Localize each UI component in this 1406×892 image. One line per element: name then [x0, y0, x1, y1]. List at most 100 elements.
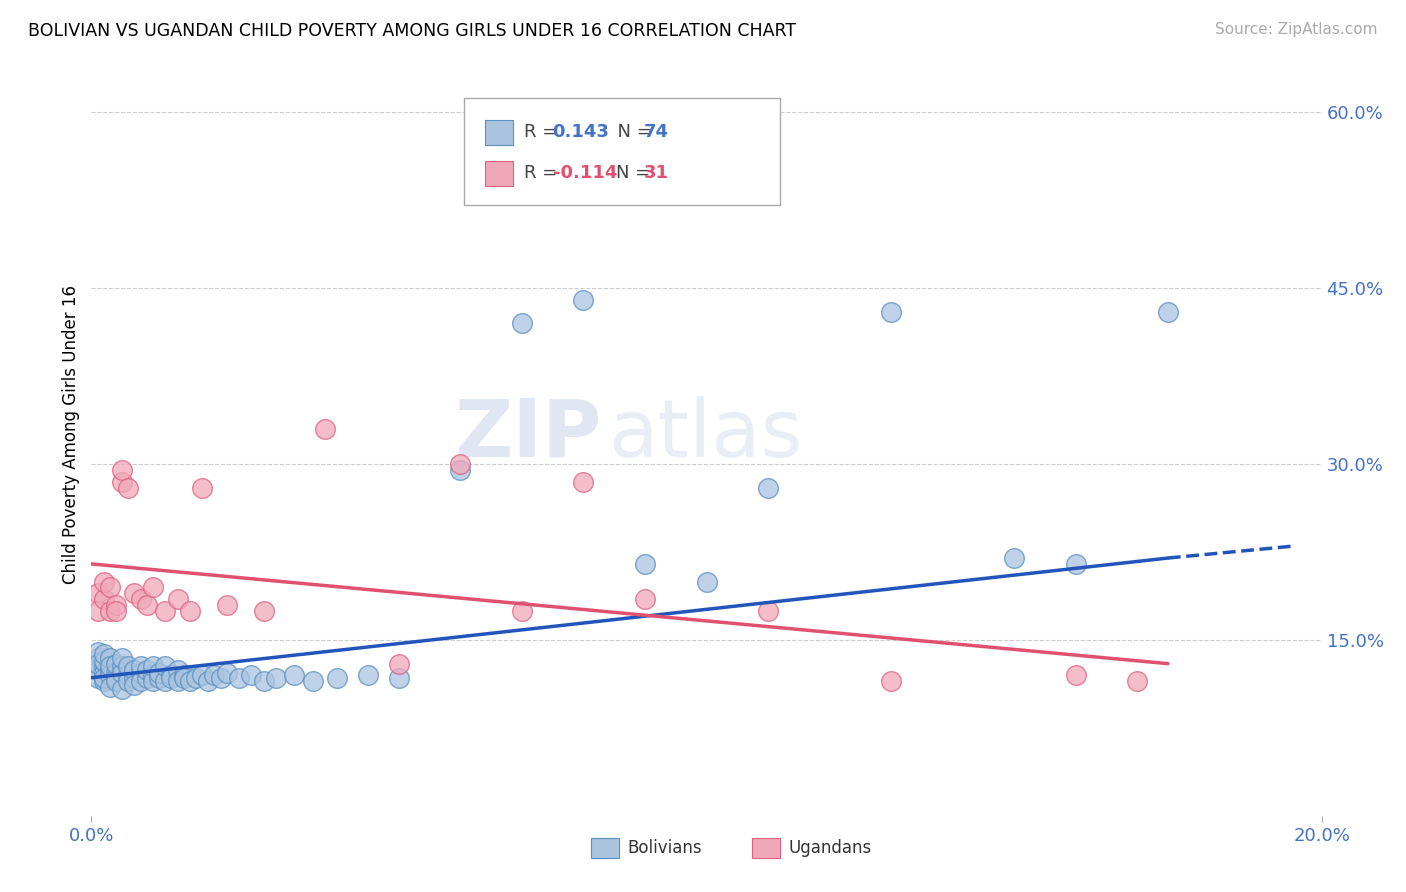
Point — [1157, 304, 1180, 318]
Point — [98, 668, 121, 682]
Point — [111, 475, 134, 489]
Point — [105, 604, 127, 618]
Point — [166, 592, 188, 607]
Point — [228, 671, 250, 685]
Point — [153, 674, 177, 689]
Point — [179, 674, 201, 689]
Point — [449, 463, 471, 477]
Point — [253, 604, 276, 618]
Point — [93, 671, 115, 685]
Point — [98, 659, 121, 673]
Point — [253, 674, 276, 689]
Point — [124, 671, 146, 685]
Point — [111, 463, 134, 477]
Point — [86, 650, 108, 665]
Text: BOLIVIAN VS UGANDAN CHILD POVERTY AMONG GIRLS UNDER 16 CORRELATION CHART: BOLIVIAN VS UGANDAN CHILD POVERTY AMONG … — [28, 22, 796, 40]
Text: N =: N = — [616, 164, 655, 182]
Point — [117, 481, 139, 495]
Point — [314, 422, 336, 436]
Text: 74: 74 — [644, 123, 669, 141]
Point — [166, 674, 188, 689]
Point — [264, 671, 287, 685]
Point — [388, 671, 411, 685]
Point — [129, 674, 152, 689]
Point — [124, 586, 146, 600]
Point — [129, 659, 152, 673]
Point — [215, 666, 238, 681]
Point — [572, 293, 595, 307]
Point — [202, 668, 225, 682]
Text: R =: R = — [524, 164, 564, 182]
Point — [191, 481, 214, 495]
Point — [129, 666, 152, 681]
Point — [93, 666, 115, 681]
Point — [148, 671, 170, 685]
Point — [117, 668, 139, 682]
Point — [510, 604, 533, 618]
Point — [105, 671, 127, 685]
Point — [111, 650, 134, 665]
Text: 0.143: 0.143 — [553, 123, 609, 141]
Point — [86, 604, 108, 618]
Point — [756, 604, 779, 618]
Point — [86, 645, 108, 659]
Point — [301, 674, 323, 689]
Point — [173, 671, 195, 685]
Point — [1064, 668, 1087, 682]
Point — [388, 657, 411, 671]
Point — [173, 668, 195, 682]
Point — [98, 650, 121, 665]
Point — [209, 671, 232, 685]
Point — [105, 598, 127, 612]
Point — [93, 574, 115, 589]
Point — [179, 604, 201, 618]
Point — [98, 604, 121, 618]
Point — [86, 671, 108, 685]
Point — [98, 581, 121, 595]
Text: N =: N = — [606, 123, 658, 141]
Point — [160, 668, 183, 682]
Point — [124, 678, 146, 692]
Point — [696, 574, 718, 589]
Text: 31: 31 — [644, 164, 669, 182]
Point — [117, 659, 139, 673]
Point — [93, 674, 115, 689]
Point — [1002, 551, 1025, 566]
Point — [142, 581, 165, 595]
Point — [86, 657, 108, 671]
Point — [240, 668, 263, 682]
Point — [510, 317, 533, 331]
Point — [326, 671, 349, 685]
Point — [135, 663, 157, 677]
Point — [197, 674, 219, 689]
Point — [142, 668, 165, 682]
Text: Source: ZipAtlas.com: Source: ZipAtlas.com — [1215, 22, 1378, 37]
Point — [111, 682, 134, 697]
Point — [215, 598, 238, 612]
Point — [117, 674, 139, 689]
Point — [105, 657, 127, 671]
Point — [98, 663, 121, 677]
Y-axis label: Child Poverty Among Girls Under 16: Child Poverty Among Girls Under 16 — [62, 285, 80, 584]
Point — [105, 666, 127, 681]
Point — [111, 659, 134, 673]
Text: Ugandans: Ugandans — [789, 839, 872, 857]
Point — [283, 668, 305, 682]
Point — [449, 457, 471, 471]
Point — [93, 659, 115, 673]
Point — [153, 604, 177, 618]
Point — [142, 674, 165, 689]
Text: -0.114: -0.114 — [553, 164, 617, 182]
Point — [86, 663, 108, 677]
Point — [98, 680, 121, 694]
Point — [634, 557, 657, 571]
Point — [572, 475, 595, 489]
Point — [153, 659, 177, 673]
Point — [880, 304, 903, 318]
Point — [160, 671, 183, 685]
Point — [184, 671, 207, 685]
Point — [105, 674, 127, 689]
Point — [135, 671, 157, 685]
Point — [93, 592, 115, 607]
Text: R =: R = — [524, 123, 564, 141]
